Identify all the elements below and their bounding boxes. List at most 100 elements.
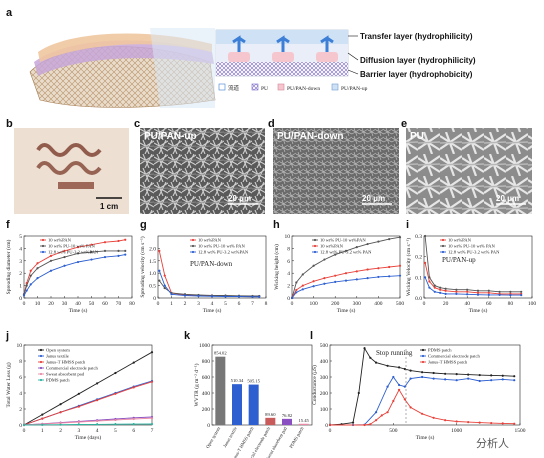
x-tick-label-l: 0 xyxy=(329,428,332,434)
scale-label-c: 20 μm xyxy=(228,194,251,203)
legend-marker-j-5 xyxy=(39,378,43,382)
y-axis-label-l: Conductance (μS) xyxy=(311,365,318,405)
legend-marker-j-1 xyxy=(39,354,43,358)
x-tick-label-f: 70 xyxy=(116,301,122,307)
data-point-l-0 xyxy=(363,347,366,350)
y-tick-label-i: 0.3 xyxy=(415,234,422,240)
y-tick-label-h: 10 xyxy=(285,234,291,240)
data-point-l-1 xyxy=(432,377,435,380)
data-point-i-0 xyxy=(444,289,447,292)
legend-label-g-1: 10 wt% PU-10 wt% PAN xyxy=(198,244,245,249)
y-tick-label-i: 0.0 xyxy=(415,296,422,302)
plot-frame-j xyxy=(23,344,153,426)
x-tick-label-l: 1500 xyxy=(515,428,526,434)
data-point-j-0 xyxy=(41,413,44,416)
diffusion-layer-label: Diffusion layer (hydrophilicity) xyxy=(360,56,476,65)
data-point-j-2 xyxy=(96,399,99,402)
data-point-l-0 xyxy=(357,391,360,395)
data-point-j-5 xyxy=(132,423,135,426)
x-tick-label-j: 2 xyxy=(59,428,62,434)
data-point-i-0 xyxy=(455,290,458,293)
legend-label-i-2: 12.8 wt% PU-3.2 wt% PAN xyxy=(448,250,500,255)
data-point-j-0 xyxy=(114,371,117,375)
data-point-j-2 xyxy=(59,411,62,414)
data-point-j-5 xyxy=(41,423,44,426)
sem-image-d xyxy=(273,128,399,214)
y-tick-label-f: 2 xyxy=(19,271,22,277)
x-axis-label-j: Time (days) xyxy=(75,434,102,441)
x-axis-label-l: Time (s) xyxy=(416,434,435,441)
x-tick-label-h: 300 xyxy=(353,301,362,307)
data-point-l-2 xyxy=(455,420,458,423)
data-point-h-0 xyxy=(355,246,358,249)
watermark: 分析人 xyxy=(476,436,509,450)
data-point-l-1 xyxy=(455,379,458,382)
data-point-h-0 xyxy=(398,236,402,239)
legend-label-j-2: Janus-T HMSS patch xyxy=(46,360,86,365)
data-point-l-2 xyxy=(403,398,406,401)
data-point-h-0 xyxy=(323,258,326,261)
scale-label-e: 20 μm xyxy=(496,194,519,203)
data-point-i-2 xyxy=(487,293,490,296)
data-point-h-2 xyxy=(388,275,391,278)
data-point-l-1 xyxy=(501,378,504,381)
series-line-l-1 xyxy=(330,376,515,426)
data-point-j-0 xyxy=(150,351,154,354)
series-line-j-5 xyxy=(23,423,153,426)
y-tick-label-j: 6 xyxy=(19,375,22,381)
data-point-i-2 xyxy=(498,293,501,296)
legend-marker-i-2 xyxy=(441,250,445,254)
x-tick-label-i: 60 xyxy=(486,301,492,307)
x-tick-label-j: 0 xyxy=(23,428,26,434)
data-point-j-4 xyxy=(132,417,135,421)
panel-e: e PU 20 μm xyxy=(401,118,532,214)
data-point-l-0 xyxy=(455,373,458,376)
y-axis-label-g: Spreading velocity (cm s⁻¹) xyxy=(139,236,146,297)
x-tick-label-i: 100 xyxy=(528,301,537,307)
data-point-l-0 xyxy=(374,361,378,364)
data-point-h-2 xyxy=(323,282,326,285)
legend-label-l-0: PDMS patch xyxy=(428,348,452,353)
data-point-l-1 xyxy=(374,411,378,414)
data-point-i-2 xyxy=(444,292,447,295)
data-point-f-1 xyxy=(25,284,28,287)
legend-marker-i-1 xyxy=(441,244,445,248)
y-tick-label-i: 0.1 xyxy=(415,275,422,281)
serpentine-channel xyxy=(36,143,102,157)
annotation-i: PU/PAN-up xyxy=(442,256,476,264)
x-tick-label-f: 20 xyxy=(48,301,54,307)
data-point-l-0 xyxy=(403,367,406,371)
legend-marker-h-1 xyxy=(313,244,317,248)
bar-category-k-0: Open system xyxy=(205,426,221,450)
data-point-g-2 xyxy=(158,269,161,272)
panel-c: c PU/PAN-up 20 μm xyxy=(134,118,265,214)
bar-category-k-1: Janus textile xyxy=(222,426,238,448)
y-axis-label-k: WVTR (g m⁻² d⁻¹) xyxy=(193,363,200,406)
data-point-i-1 xyxy=(423,234,427,238)
data-point-f-1 xyxy=(124,249,127,252)
x-tick-label-g: 0 xyxy=(157,301,160,307)
x-tick-label-l: 1000 xyxy=(451,428,462,434)
legend-marker-l-1 xyxy=(421,354,425,358)
x-tick-label-f: 0 xyxy=(23,301,26,307)
data-point-j-4 xyxy=(114,418,117,422)
legend-channel: 流道 xyxy=(228,84,240,92)
legend-marker-g-1 xyxy=(191,244,195,248)
series-line-h-2 xyxy=(291,275,401,299)
series-line-h-0 xyxy=(291,236,401,299)
x-axis-label-h: Time (s) xyxy=(337,307,356,314)
y-tick-label-l: 500 xyxy=(320,343,329,349)
legend-label-i-0: 10 wt%PAN xyxy=(448,238,472,243)
data-point-h-1 xyxy=(355,270,358,273)
data-point-i-2 xyxy=(476,293,480,296)
panel-k-label: k xyxy=(184,330,191,342)
bar-k-5 xyxy=(298,423,309,425)
data-point-l-2 xyxy=(328,423,332,427)
data-point-f-0 xyxy=(117,239,120,243)
y-tick-label-h: 6 xyxy=(287,259,290,265)
series-line-g-2 xyxy=(158,270,260,298)
x-tick-label-h: 500 xyxy=(396,301,405,307)
data-point-l-2 xyxy=(490,421,493,425)
y-tick-label-k: 800 xyxy=(202,359,211,365)
legend-label-f-2: 12.8 wt% PU-3.2 wt%PAN xyxy=(48,250,99,255)
